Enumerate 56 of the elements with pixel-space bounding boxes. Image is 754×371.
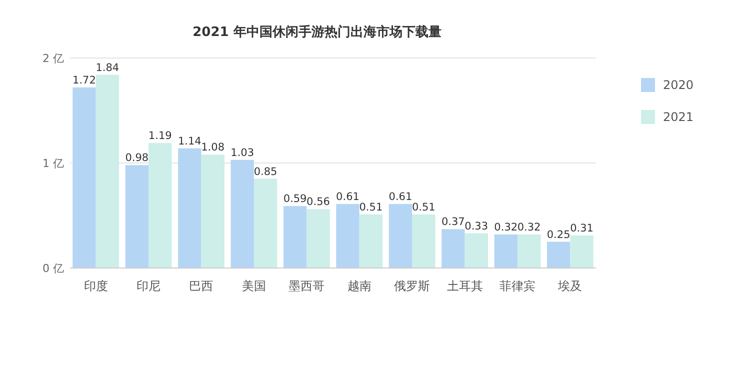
data-label: 0.32 <box>517 221 541 234</box>
data-label: 0.33 <box>464 220 488 232</box>
bar <box>178 148 202 268</box>
legend-label: 2021 <box>663 110 694 124</box>
bar <box>201 154 224 268</box>
bar <box>336 204 360 268</box>
bar <box>72 87 96 268</box>
bar <box>359 214 383 268</box>
data-label: 0.85 <box>254 166 278 178</box>
y-tick-label: 0 亿 <box>42 262 64 275</box>
legend-label: 2020 <box>663 78 694 92</box>
x-tick-label: 土耳其 <box>446 279 483 293</box>
bar <box>306 209 330 268</box>
data-label: 1.84 <box>96 62 120 74</box>
data-label: 0.32 <box>494 221 518 234</box>
chart-title: 2021 年中国休闲手游热门出海市场下载量 <box>192 24 442 40</box>
bar <box>412 214 436 268</box>
y-tick-label: 1 亿 <box>42 157 64 170</box>
data-label: 1.08 <box>201 142 225 154</box>
x-tick-label: 越南 <box>347 279 372 293</box>
x-tick-label: 美国 <box>242 279 266 293</box>
data-label: 0.51 <box>412 201 436 214</box>
bar <box>148 143 172 268</box>
data-label: 0.56 <box>306 196 330 208</box>
bar <box>546 242 570 268</box>
bar <box>494 234 518 268</box>
y-tick-label: 2 亿 <box>42 52 64 65</box>
data-label: 0.37 <box>441 216 465 228</box>
bar <box>570 235 594 268</box>
data-label: 0.25 <box>546 228 570 241</box>
x-tick-label: 巴西 <box>189 279 214 293</box>
data-label: 1.72 <box>72 74 96 86</box>
x-tick-label: 印尼 <box>136 279 161 293</box>
bar <box>517 234 541 268</box>
data-label: 1.03 <box>230 146 254 159</box>
x-tick-label: 菲律宾 <box>499 279 536 293</box>
x-tick-label: 埃及 <box>557 279 582 293</box>
bar <box>283 206 307 268</box>
bar <box>96 74 120 268</box>
x-tick-label: 印度 <box>84 279 108 293</box>
data-label: 1.14 <box>178 135 202 148</box>
data-label: 0.98 <box>125 152 149 164</box>
data-label: 0.59 <box>283 193 307 206</box>
x-tick-label: 墨西哥 <box>288 279 325 293</box>
data-label: 0.31 <box>570 222 594 234</box>
bar <box>254 178 278 268</box>
bar <box>442 229 465 268</box>
data-label: 0.51 <box>359 201 383 214</box>
bar <box>230 160 254 268</box>
bar <box>464 233 488 268</box>
data-label: 0.61 <box>336 190 360 203</box>
data-label: 1.19 <box>148 130 172 142</box>
bar <box>388 204 412 268</box>
bar <box>125 165 149 268</box>
x-tick-label: 俄罗斯 <box>394 279 430 293</box>
data-label: 0.61 <box>388 190 412 203</box>
